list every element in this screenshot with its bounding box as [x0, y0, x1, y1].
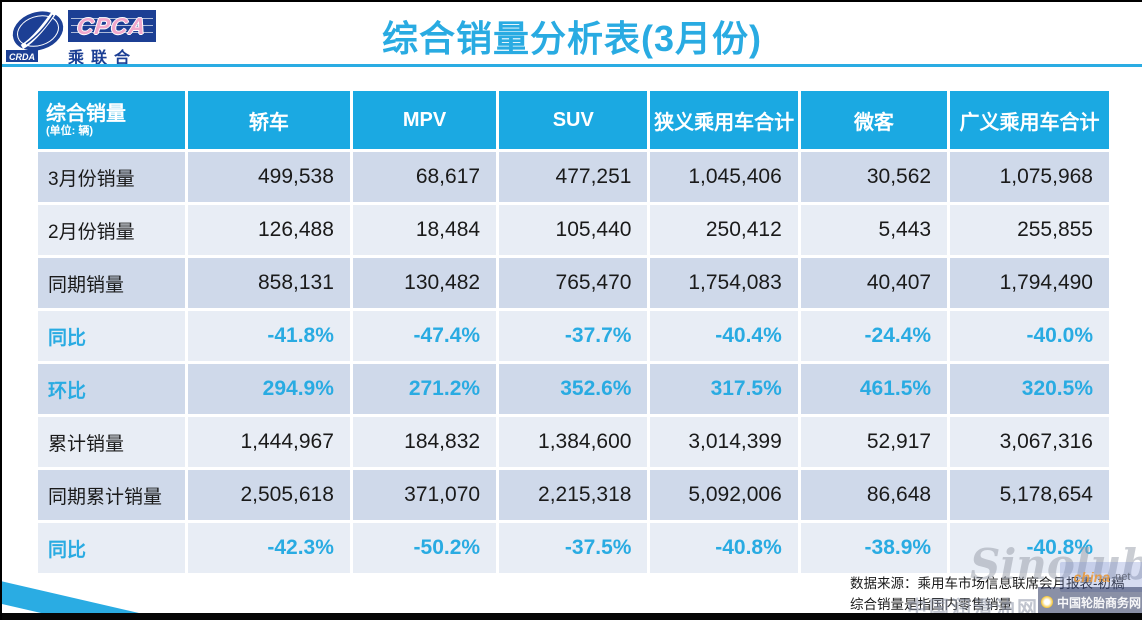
- cell-value: 2,505,618: [187, 470, 350, 520]
- cell-value: 352.6%: [499, 364, 648, 414]
- cell-value: 1,075,968: [950, 152, 1109, 202]
- cell-value: 1,444,967: [187, 417, 350, 467]
- cell-value: 52,917: [800, 417, 948, 467]
- cell-value: 3,067,316: [950, 417, 1109, 467]
- cell-value: 5,443: [800, 205, 948, 255]
- row-label: 同期累计销量: [38, 470, 185, 520]
- cell-value: 250,412: [650, 205, 798, 255]
- table-head: 综合销量 (单位: 辆) 轿车 MPV SUV 狭义乘用车合计 微客 广义乘用车合计: [38, 91, 1109, 149]
- cpca-chinese-name: 乘联合: [68, 50, 138, 67]
- table-row: 2月份销量 126,488 18,484 105,440 250,412 5,443 255…: [38, 205, 1109, 255]
- cell-value: 68,617: [352, 152, 497, 202]
- corner-title: 综合销量: [46, 102, 126, 125]
- cell-value: -40.4%: [650, 311, 798, 361]
- header: CRDA CPCA 乘联合 综合销量分析表(3月份): [2, 2, 1142, 67]
- cell-value: 765,470: [499, 258, 648, 308]
- table-body: 3月份销量 499,538 68,617 477,251 1,045,406 30,562…: [38, 152, 1109, 573]
- cell-value: 3,014,399: [650, 417, 798, 467]
- footnote-definition: 综合销量是指国内零售销量: [850, 597, 1012, 612]
- cell-value: 294.9%: [187, 364, 350, 414]
- table-row: 同比 -41.8% -47.4% -37.7% -40.4% -24.4% -40.0%: [38, 311, 1109, 361]
- cell-value: -42.3%: [187, 523, 350, 573]
- cell-value: -50.2%: [352, 523, 497, 573]
- header-row: 综合销量 (单位: 辆) 轿车 MPV SUV 狭义乘用车合计 微客 广义乘用车合计: [38, 91, 1109, 149]
- cell-value: 499,538: [187, 152, 350, 202]
- corner-unit: (单位: 辆): [46, 124, 94, 137]
- table-row: 同期累计销量 2,505,618 371,070 2,215,318 5,092,006…: [38, 470, 1109, 520]
- cell-value: 1,384,600: [499, 417, 648, 467]
- cell-value: -47.4%: [352, 311, 497, 361]
- cell-value: -40.8%: [650, 523, 798, 573]
- cell-value: -41.8%: [187, 311, 350, 361]
- cell-value: 130,482: [352, 258, 497, 308]
- column-header: 微客: [800, 91, 948, 149]
- cell-value: 5,178,654: [950, 470, 1109, 520]
- column-header: SUV: [499, 91, 648, 149]
- cell-value: 5,092,006: [650, 470, 798, 520]
- cell-value: -40.8%: [950, 523, 1109, 573]
- cell-value: 255,855: [950, 205, 1109, 255]
- bottom-bar: [2, 613, 1142, 620]
- cell-value: -24.4%: [800, 311, 948, 361]
- row-label: 同比: [38, 523, 185, 573]
- row-label: 同比: [38, 311, 185, 361]
- column-header: MPV: [352, 91, 497, 149]
- table-row: 3月份销量 499,538 68,617 477,251 1,045,406 30,562…: [38, 152, 1109, 202]
- cpca-logo: CRDA CPCA 乘联合: [6, 6, 166, 67]
- row-label: 2月份销量: [38, 205, 185, 255]
- table-row: 环比 294.9% 271.2% 352.6% 317.5% 461.5% 320.5%: [38, 364, 1109, 414]
- row-label: 环比: [38, 364, 185, 414]
- column-header: 轿车: [187, 91, 350, 149]
- row-label: 累计销量: [38, 417, 185, 467]
- cell-value: 184,832: [352, 417, 497, 467]
- table-row: 累计销量 1,444,967 184,832 1,384,600 3,014,399 52…: [38, 417, 1109, 467]
- cell-value: 461.5%: [800, 364, 948, 414]
- column-header: 狭义乘用车合计: [650, 91, 798, 149]
- cell-value: 1,794,490: [950, 258, 1109, 308]
- cell-value: 1,754,083: [650, 258, 798, 308]
- cell-value: 105,440: [499, 205, 648, 255]
- crda-label: CRDA: [9, 52, 35, 62]
- corner-cell: 综合销量 (单位: 辆): [38, 91, 185, 149]
- cpca-wordmark-box: CPCA: [68, 10, 156, 42]
- page-title: 综合销量分析表(3月份): [382, 18, 762, 59]
- footnote-source: 数据来源：乘用车市场信息联席会月报表-初稿: [850, 576, 1125, 591]
- sales-table: 综合销量 (单位: 辆) 轿车 MPV SUV 狭义乘用车合计 微客 广义乘用车合计 3月…: [35, 88, 1112, 576]
- cell-value: 18,484: [352, 205, 497, 255]
- cell-value: 1,045,406: [650, 152, 798, 202]
- cell-value: 40,407: [800, 258, 948, 308]
- column-header: 广义乘用车合计: [950, 91, 1109, 149]
- cell-value: 371,070: [352, 470, 497, 520]
- cell-value: 86,648: [800, 470, 948, 520]
- crda-emblem-icon: CRDA: [6, 8, 66, 62]
- cell-value: 317.5%: [650, 364, 798, 414]
- cell-value: -37.5%: [499, 523, 648, 573]
- cell-value: 858,131: [187, 258, 350, 308]
- cell-value: 320.5%: [950, 364, 1109, 414]
- table-row: 同期销量 858,131 130,482 765,470 1,754,083 40,407…: [38, 258, 1109, 308]
- cell-value: 271.2%: [352, 364, 497, 414]
- row-label: 同期销量: [38, 258, 185, 308]
- cell-value: -40.0%: [950, 311, 1109, 361]
- cell-value: -37.7%: [499, 311, 648, 361]
- cell-value: 126,488: [187, 205, 350, 255]
- footnote: 数据来源：乘用车市场信息联席会月报表-初稿 综合销量是指国内零售销量: [850, 573, 1125, 615]
- cell-value: -38.9%: [800, 523, 948, 573]
- cell-value: 2,215,318: [499, 470, 648, 520]
- cell-value: 477,251: [499, 152, 648, 202]
- title-divider: [2, 64, 1142, 67]
- row-label: 3月份销量: [38, 152, 185, 202]
- table-row: 同比 -42.3% -50.2% -37.5% -40.8% -38.9% -40.8%: [38, 523, 1109, 573]
- cell-value: 30,562: [800, 152, 948, 202]
